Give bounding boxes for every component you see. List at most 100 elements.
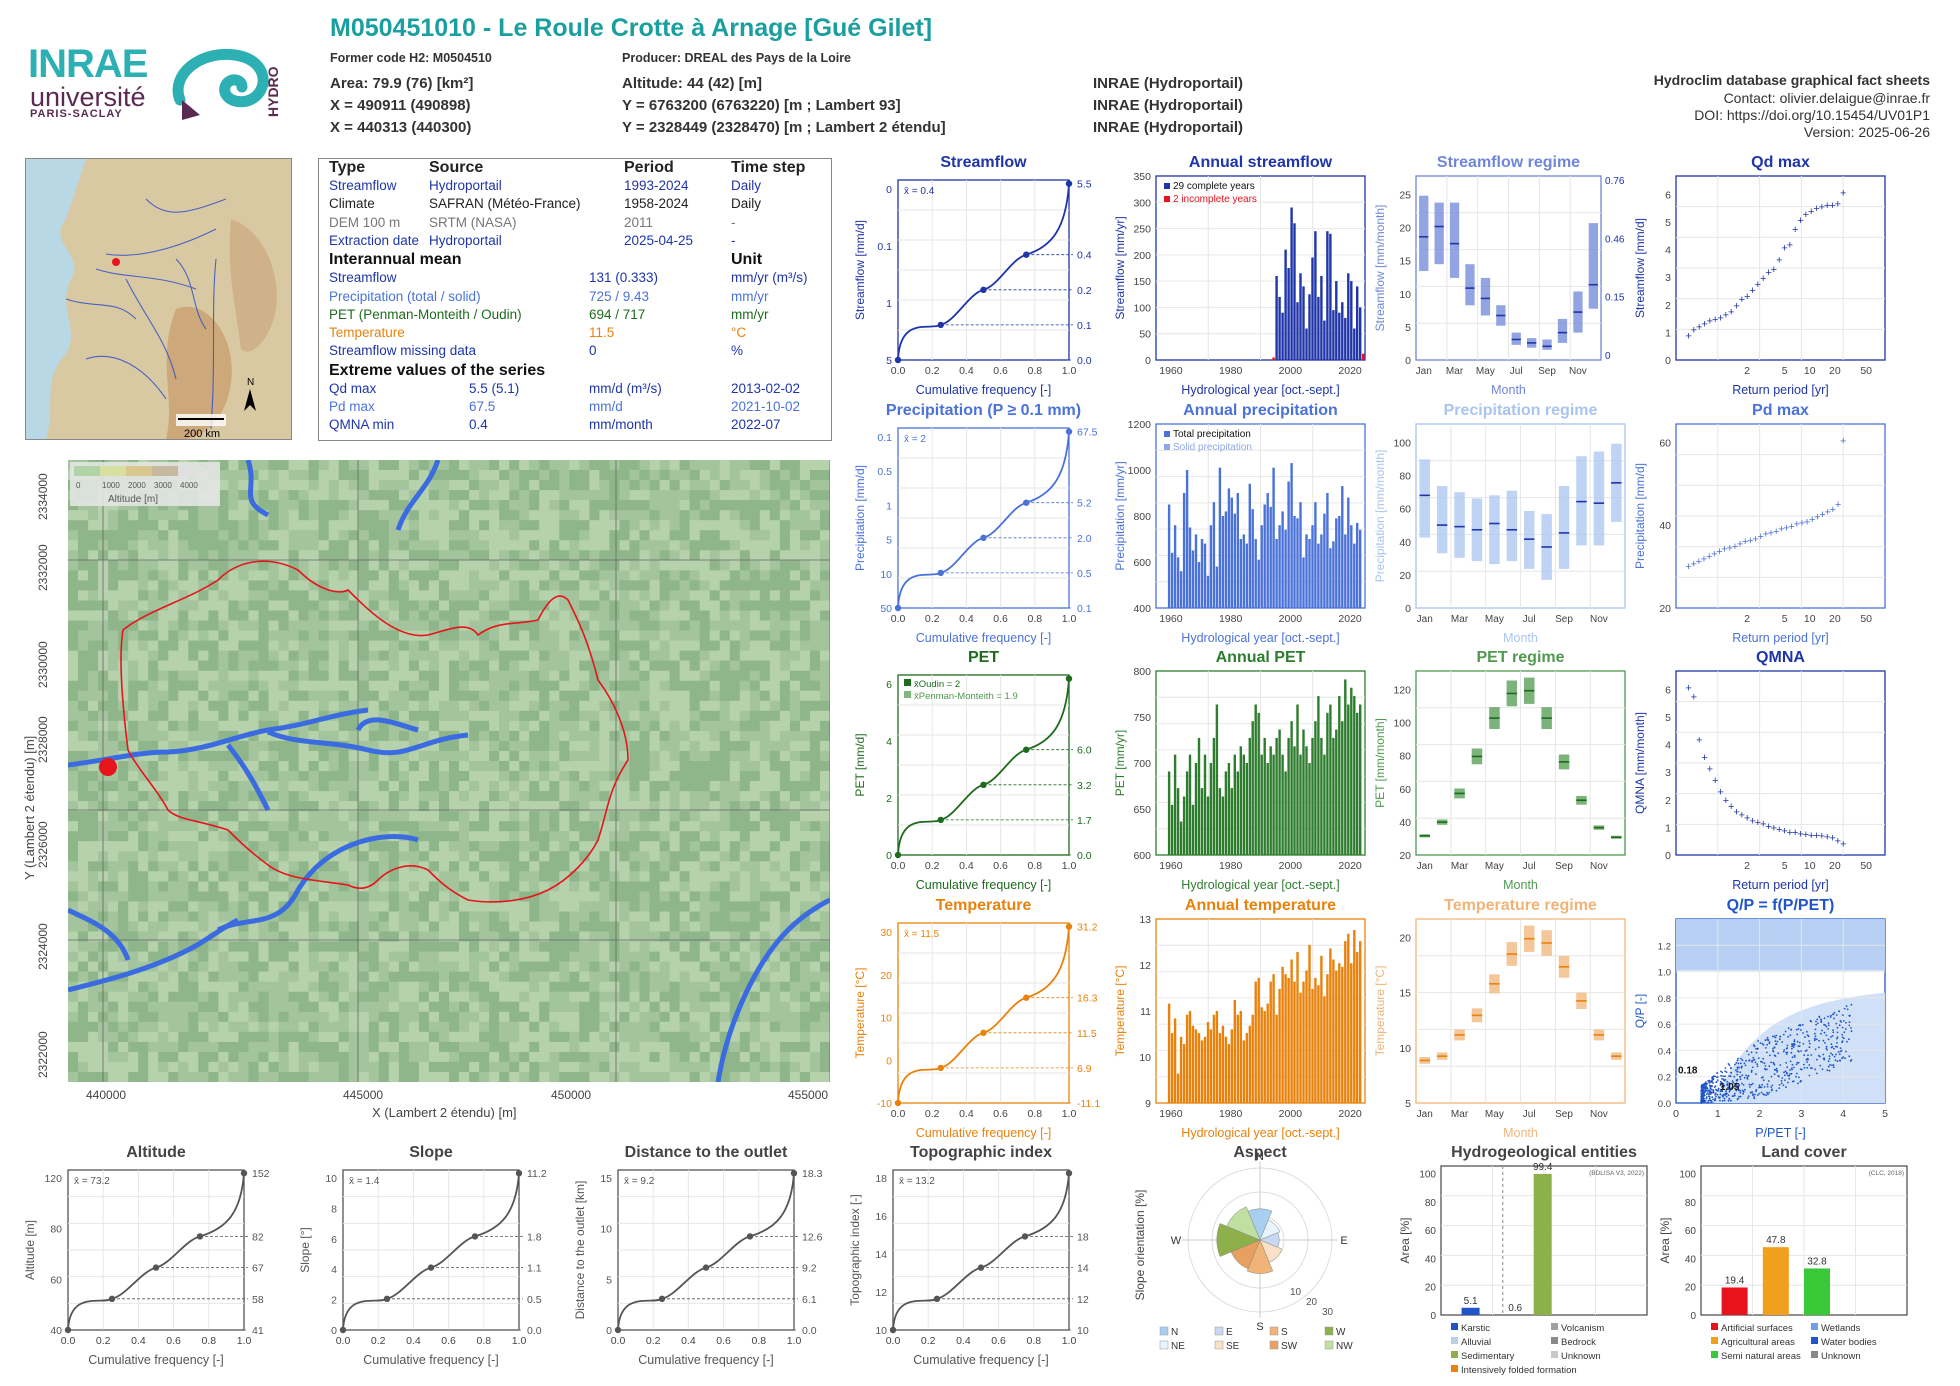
- raster-cell: [689, 881, 701, 892]
- raster-cell: [809, 660, 821, 672]
- raster-cell: [158, 1061, 169, 1073]
- raster-cell: [78, 670, 89, 682]
- raster-cell: [739, 1001, 751, 1013]
- france-minimap: 200 km N: [25, 158, 292, 440]
- raster-cell: [278, 1021, 290, 1033]
- raster-cell: [148, 971, 159, 983]
- interannual-header-0: Interannual mean: [329, 251, 462, 269]
- raster-cell: [318, 811, 330, 822]
- raster-cell: [719, 750, 731, 762]
- raster-cell: [158, 961, 169, 973]
- raster-cell: [88, 730, 99, 742]
- raster-cell: [549, 680, 560, 692]
- raster-cell: [489, 831, 500, 842]
- raster-cell: [689, 941, 701, 953]
- raster-cell: [168, 1041, 179, 1053]
- raster-cell: [138, 740, 149, 752]
- raster-cell: [679, 720, 691, 732]
- raster-cell: [268, 961, 280, 973]
- raster-cell: [599, 1031, 610, 1043]
- raster-cell: [679, 470, 691, 481]
- raster-cell: [809, 1041, 821, 1053]
- raster-cell: [599, 700, 610, 712]
- raster-cell: [388, 1001, 400, 1013]
- raster-cell: [218, 720, 229, 732]
- raster-cell: [158, 730, 169, 742]
- raster-cell: [318, 610, 330, 622]
- raster-cell: [308, 791, 320, 802]
- raster-cell: [779, 740, 791, 752]
- raster-cell: [368, 520, 380, 531]
- raster-cell: [248, 921, 260, 933]
- raster-cell: [148, 921, 159, 933]
- raster-cell: [649, 1001, 661, 1013]
- raster-cell: [258, 480, 270, 491]
- raster-cell: [268, 921, 280, 933]
- raster-cell: [619, 1061, 630, 1073]
- raster-cell: [709, 1051, 721, 1063]
- raster-cell: [449, 931, 460, 943]
- raster-cell: [228, 851, 239, 862]
- raster-cell: [158, 510, 169, 521]
- raster-cell: [649, 1041, 661, 1053]
- raster-cell: [479, 630, 490, 642]
- raster-cell: [418, 981, 430, 993]
- raster-cell: [378, 871, 390, 882]
- raster-cell: [699, 620, 711, 632]
- raster-cell: [649, 761, 661, 772]
- raster-cell: [128, 801, 139, 812]
- raster-cell: [368, 1041, 380, 1053]
- raster-cell: [669, 1072, 681, 1082]
- raster-cell: [138, 831, 149, 842]
- raster-cell: [439, 861, 450, 872]
- raster-cell: [669, 1031, 681, 1043]
- raster-cell: [439, 570, 450, 581]
- raster-cell: [519, 951, 530, 963]
- raster-cell: [148, 570, 159, 581]
- raster-cell: [308, 530, 320, 541]
- raster-cell: [328, 911, 340, 923]
- raster-cell: [719, 901, 731, 912]
- raster-cell: [68, 1011, 79, 1023]
- raster-cell: [318, 510, 330, 521]
- raster-cell: [729, 921, 741, 933]
- raster-cell: [388, 560, 400, 571]
- raster-cell: [729, 971, 741, 983]
- raster-cell: [509, 1031, 520, 1043]
- raster-cell: [298, 560, 310, 571]
- raster-cell: [378, 580, 390, 591]
- raster-cell: [378, 680, 390, 692]
- raster-cell: [148, 771, 159, 782]
- raster-cell: [248, 710, 260, 722]
- raster-cell: [639, 650, 651, 662]
- raster-cell: [348, 1031, 360, 1043]
- raster-cell: [689, 510, 701, 521]
- raster-cell: [779, 570, 791, 581]
- raster-cell: [789, 600, 801, 612]
- raster-cell: [428, 961, 440, 973]
- bar: [1359, 307, 1362, 360]
- raster-cell: [709, 530, 721, 541]
- raster-cell: [128, 1041, 139, 1053]
- raster-cell: [248, 851, 260, 862]
- raster-cell: [428, 901, 440, 912]
- raster-cell: [378, 991, 390, 1003]
- raster-cell: [128, 1051, 139, 1063]
- raster-cell: [629, 991, 641, 1003]
- raster-cell: [809, 941, 821, 953]
- raster-cell: [368, 700, 380, 712]
- raster-cell: [509, 961, 520, 973]
- raster-cell: [158, 610, 169, 622]
- raster-cell: [549, 931, 560, 943]
- raster-cell: [609, 771, 620, 782]
- raster-cell: [308, 921, 320, 933]
- river: [355, 717, 419, 733]
- raster-cell: [248, 841, 260, 852]
- raster-cell: [779, 991, 791, 1003]
- raster-cell: [820, 811, 830, 822]
- raster-cell: [679, 540, 691, 551]
- raster-cell: [278, 610, 290, 622]
- raster-cell: [388, 761, 400, 772]
- raster-cell: [418, 911, 430, 923]
- raster-cell: [639, 1072, 651, 1082]
